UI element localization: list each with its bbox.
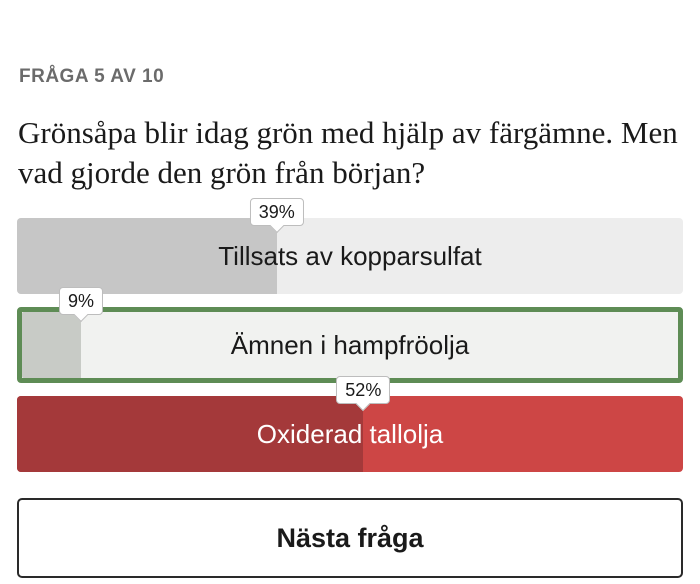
answer-option-2[interactable]: 9% Ämnen i hampfröolja	[17, 287, 683, 383]
answer-option-track	[17, 218, 683, 294]
answer-option-track	[17, 396, 683, 472]
answer-percent-fill	[22, 312, 82, 378]
answer-percent-fill	[17, 218, 277, 294]
answer-option-1[interactable]: 39% Tillsats av kopparsulfat	[17, 198, 683, 294]
next-question-button[interactable]: Nästa fråga	[17, 498, 683, 578]
percent-badge: 9%	[59, 287, 104, 315]
answer-option-label: Ämnen i hampfröolja	[230, 329, 470, 360]
question-counter: FRÅGA 5 AV 10	[19, 66, 165, 87]
percent-badge: 52%	[336, 376, 391, 404]
answer-option-label: Tillsats av kopparsulfat	[218, 240, 482, 271]
answer-option-3[interactable]: 52% Oxiderad tallolja	[17, 376, 683, 472]
question-text: Grönsåpa blir idag grön med hjälp av fär…	[18, 115, 678, 190]
percent-badge: 39%	[249, 198, 304, 226]
answer-option-track	[22, 312, 678, 378]
answer-percent-fill	[17, 396, 364, 472]
answer-option-label: Oxiderad tallolja	[256, 418, 444, 449]
